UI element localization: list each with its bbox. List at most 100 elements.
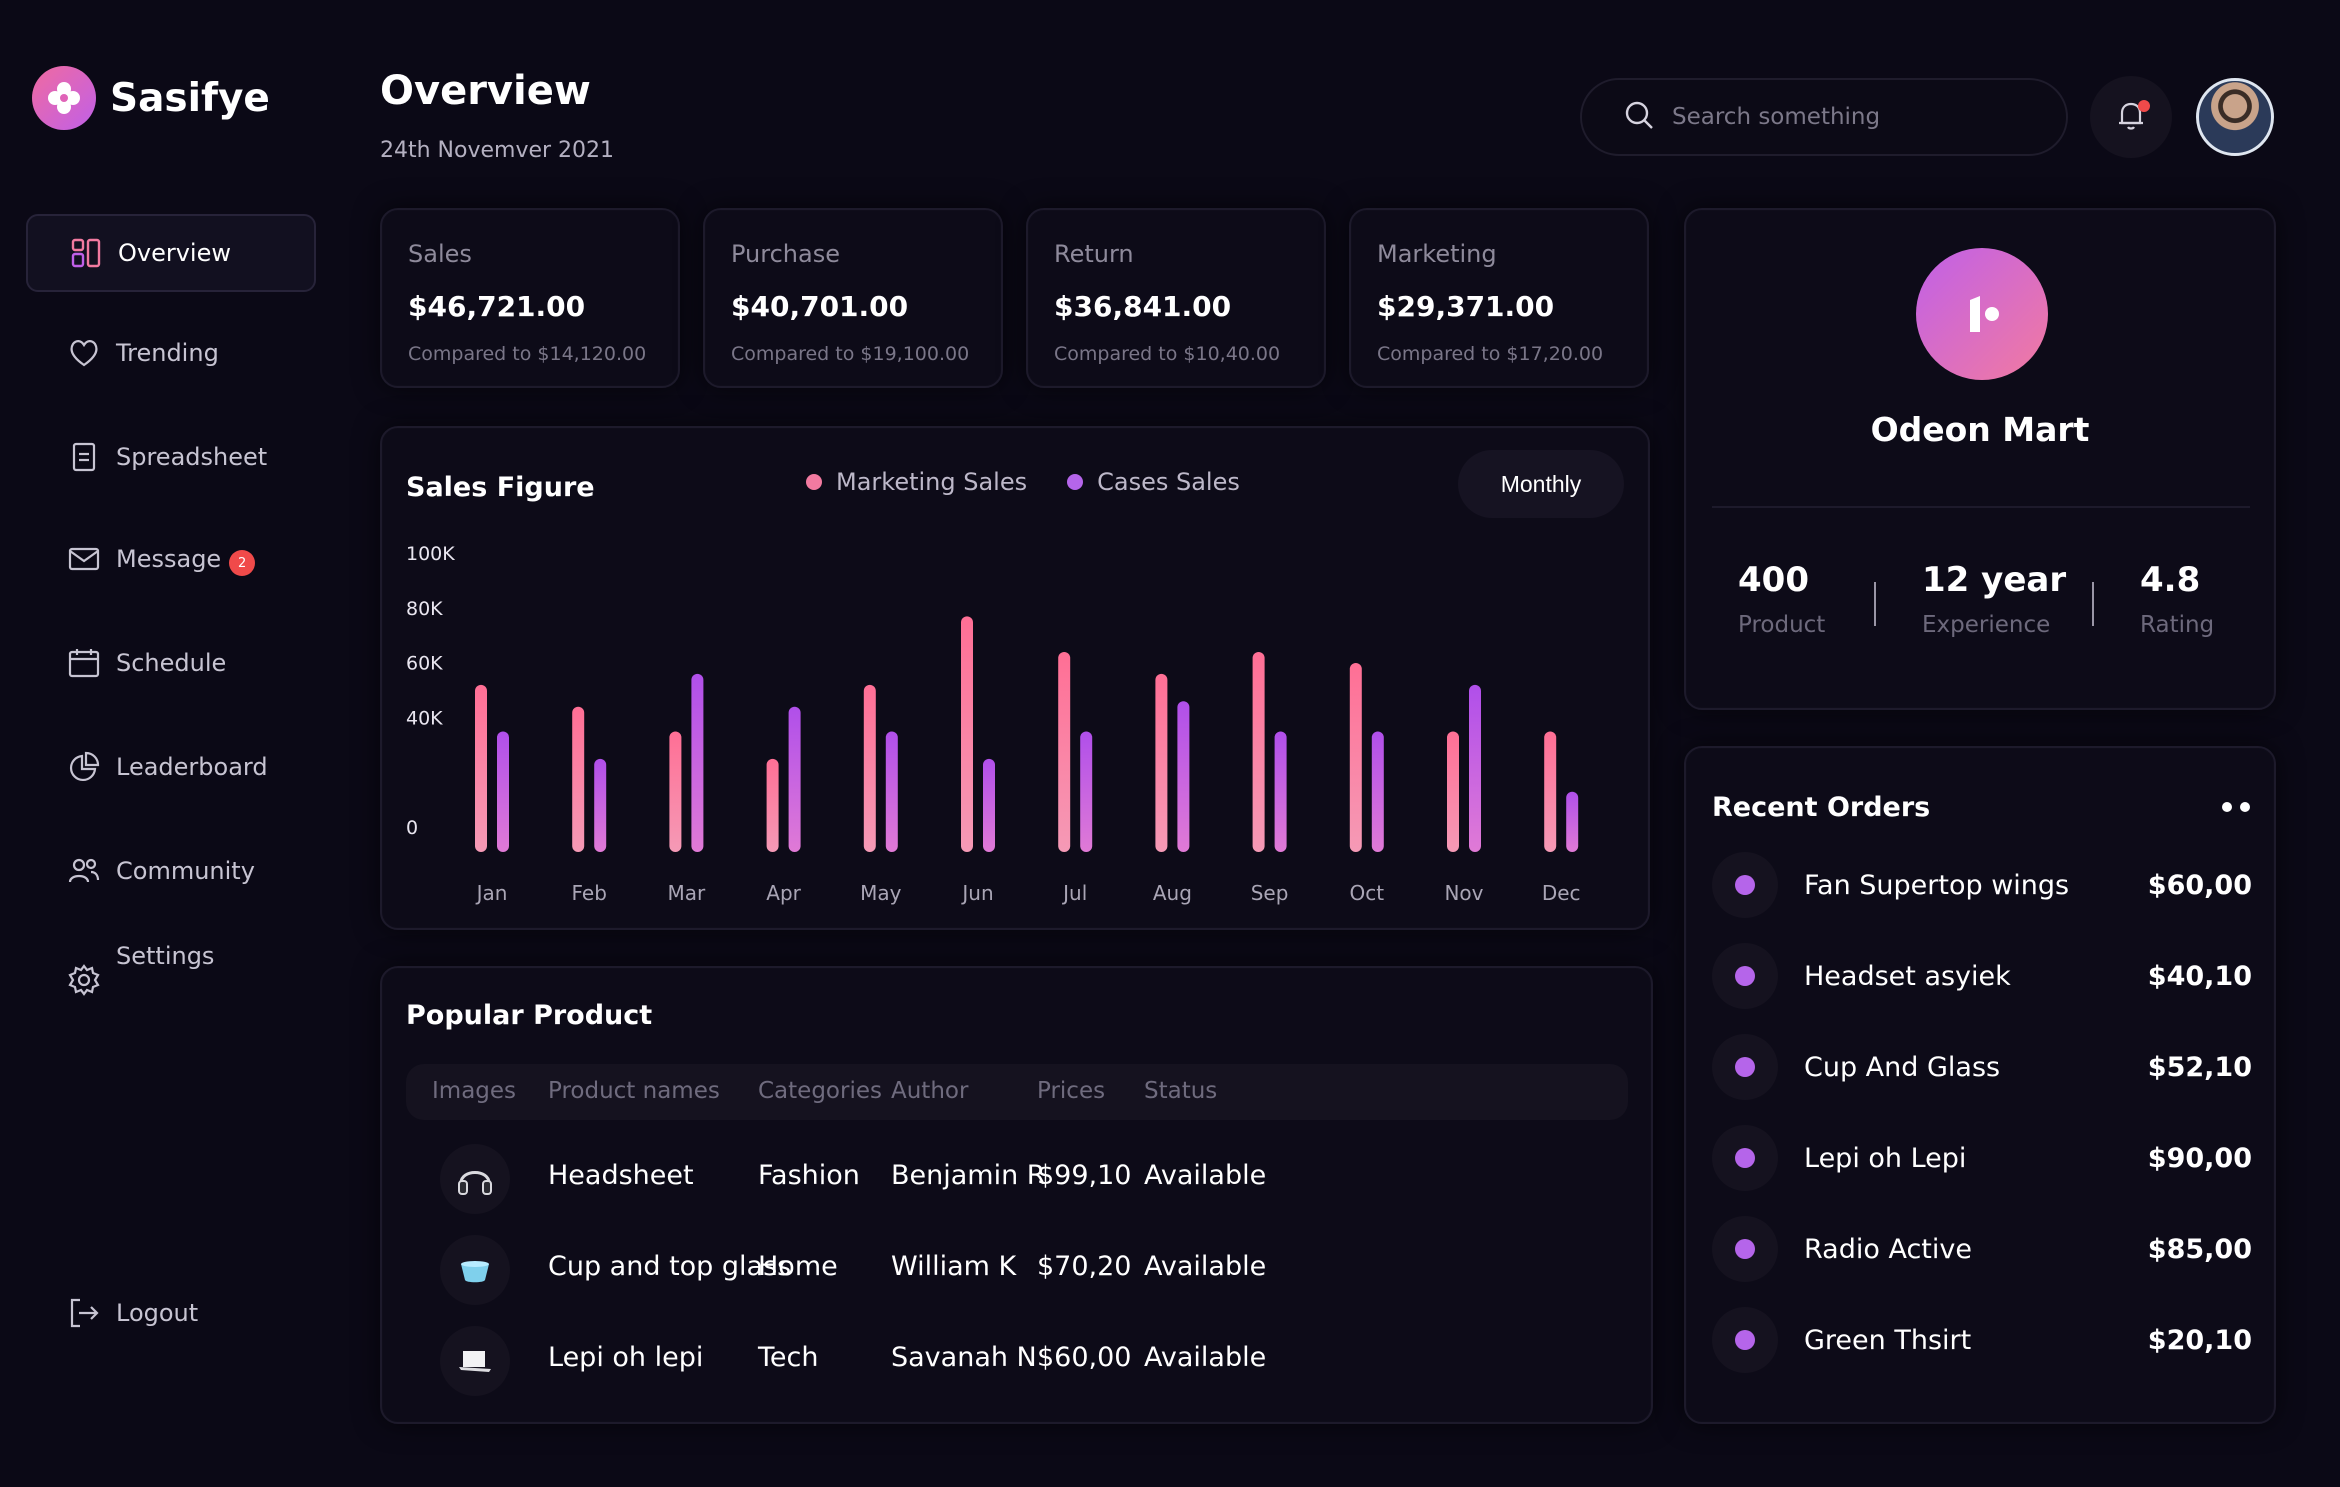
bar-marketing-jun[interactable] <box>961 616 973 852</box>
list-item[interactable]: Cup And Glass $52,10 <box>1712 1034 2252 1104</box>
period-select-button[interactable]: Monthly <box>1458 450 1624 518</box>
list-item[interactable]: Lepi oh Lepi $90,00 <box>1712 1125 2252 1195</box>
order-price: $85,00 <box>2147 1234 2252 1265</box>
bar-marketing-oct[interactable] <box>1349 662 1362 852</box>
bar-cases-oct[interactable] <box>1371 731 1384 852</box>
list-item[interactable]: Radio Active $85,00 <box>1712 1216 2252 1286</box>
divider <box>1712 506 2250 508</box>
bar-cases-may[interactable] <box>885 731 898 852</box>
product-status: Available <box>1144 1160 1267 1191</box>
x-tick-label: Aug <box>1153 881 1192 905</box>
gear-icon <box>66 962 102 998</box>
stat-compare: Compared to $10,40.00 <box>1054 343 1281 365</box>
bar-cases-jan[interactable] <box>497 731 509 852</box>
x-tick-label: Dec <box>1542 881 1581 905</box>
stat-compare: Compared to $17,20.00 <box>1377 343 1604 365</box>
sidebar-item-label: Schedule <box>116 649 227 677</box>
bar-cases-jul[interactable] <box>1080 731 1093 852</box>
order-dot-icon <box>1712 1307 1778 1373</box>
stat-label: Sales <box>408 240 472 268</box>
bar-cases-nov[interactable] <box>1469 684 1481 852</box>
list-item[interactable]: Green Thsirt $20,10 <box>1712 1307 2252 1377</box>
table-row[interactable]: Headsheet Fashion Benjamin R $99,10 Avai… <box>406 1134 1628 1224</box>
bar-marketing-dec[interactable] <box>1544 731 1557 852</box>
bar-cases-mar[interactable] <box>691 673 704 852</box>
order-name: Fan Supertop wings <box>1804 870 2070 901</box>
sales-figure-panel: 100K 80K 60K 40K 0 Jan Feb Mar Apr May Jun Jul Aug Se… <box>380 426 1650 930</box>
x-tick-label: Feb <box>571 881 606 905</box>
sidebar-item-schedule[interactable]: Schedule <box>26 624 316 702</box>
bar-cases-sep[interactable] <box>1274 731 1287 852</box>
bar-cases-apr[interactable] <box>788 706 801 852</box>
popular-product-title: Popular Product <box>406 1000 653 1031</box>
legend-dot <box>1067 474 1084 490</box>
legend-dot <box>806 474 822 490</box>
x-tick-label: Oct <box>1350 881 1385 905</box>
metric-experience: 12 year Experience <box>1922 560 2066 638</box>
x-tick-label: Jan <box>475 881 508 905</box>
sidebar-item-community[interactable]: Community <box>26 832 316 910</box>
notification-dot <box>2138 100 2150 112</box>
table-row[interactable]: Cup and top glass Home William K $70,20 … <box>406 1225 1628 1315</box>
bar-marketing-may[interactable] <box>863 684 876 852</box>
heart-icon <box>66 335 102 371</box>
stat-value: $29,371.00 <box>1377 290 1555 323</box>
product-price: $60,00 <box>1037 1342 1132 1373</box>
overview-icon <box>68 235 104 271</box>
app-logo[interactable]: Sasifye <box>32 65 270 131</box>
bar-marketing-aug[interactable] <box>1155 673 1168 852</box>
search-icon <box>1622 98 1656 136</box>
flower-logo-icon <box>32 66 96 130</box>
bar-marketing-feb[interactable] <box>572 706 585 852</box>
product-price: $70,20 <box>1037 1251 1132 1282</box>
bar-marketing-sep[interactable] <box>1252 651 1265 852</box>
app-name: Sasifye <box>110 75 270 121</box>
sidebar-item-trending[interactable]: Trending <box>26 314 316 392</box>
user-avatar[interactable] <box>2196 78 2274 156</box>
bar-marketing-jul[interactable] <box>1058 651 1071 852</box>
y-tick-label: 60K <box>406 653 443 675</box>
table-row[interactable]: Lepi oh lepi Tech Savanah N $60,00 Avail… <box>406 1316 1628 1406</box>
search-input[interactable] <box>1672 104 2032 130</box>
stat-label: Marketing <box>1377 240 1497 268</box>
bar-cases-dec[interactable] <box>1566 791 1579 852</box>
sidebar-item-spreadsheet[interactable]: Spreadsheet <box>26 418 316 496</box>
more-options-icon[interactable] <box>2222 802 2250 812</box>
bar-cases-feb[interactable] <box>594 758 607 852</box>
order-dot-icon <box>1712 852 1778 918</box>
order-price: $52,10 <box>2147 1052 2252 1083</box>
x-tick-label: Nov <box>1444 881 1483 905</box>
recent-orders-title: Recent Orders <box>1712 792 1931 823</box>
bar-marketing-apr[interactable] <box>766 758 779 852</box>
sidebar-item-overview[interactable]: Overview <box>26 214 316 292</box>
bar-cases-aug[interactable] <box>1177 701 1190 852</box>
sidebar-item-label: Leaderboard <box>116 753 268 781</box>
stat-card-sales: Sales $46,721.00 Compared to $14,120.00 <box>380 208 680 388</box>
logout-button[interactable]: Logout <box>26 1274 316 1352</box>
y-tick-label: 0 <box>406 817 418 839</box>
sales-figure-chart: 100K 80K 60K 40K 0 Jan Feb Mar Apr May Jun Jul Aug Se… <box>406 543 1581 905</box>
bar-marketing-mar[interactable] <box>669 731 682 852</box>
order-dot-icon <box>1712 1216 1778 1282</box>
store-logo-icon <box>1916 248 2048 380</box>
stat-value: $36,841.00 <box>1054 290 1232 323</box>
bar-marketing-jan[interactable] <box>475 684 487 852</box>
list-item[interactable]: Headset asyiek $40,10 <box>1712 943 2252 1013</box>
metric-separator <box>1874 582 1876 626</box>
column-header: Categories <box>758 1078 882 1104</box>
popular-product-panel: Popular Product Images Product names Cat… <box>380 966 1653 1424</box>
product-category: Fashion <box>758 1160 860 1191</box>
page-date: 24th Novemver 2021 <box>380 138 615 163</box>
sidebar-item-message[interactable]: Message 2 <box>26 520 316 598</box>
search-bar[interactable] <box>1580 78 2068 156</box>
sidebar-item-settings[interactable]: Settings <box>26 930 316 1008</box>
notifications-button[interactable] <box>2090 76 2172 158</box>
y-tick-label: 80K <box>406 598 443 620</box>
list-item[interactable]: Fan Supertop wings $60,00 <box>1712 852 2252 922</box>
bar-cases-jun[interactable] <box>983 758 995 852</box>
laptop-icon <box>440 1326 510 1396</box>
calendar-icon <box>66 645 102 681</box>
bar-marketing-nov[interactable] <box>1447 731 1459 852</box>
metric-separator <box>2092 582 2094 626</box>
sidebar-item-leaderboard[interactable]: Leaderboard <box>26 728 316 806</box>
